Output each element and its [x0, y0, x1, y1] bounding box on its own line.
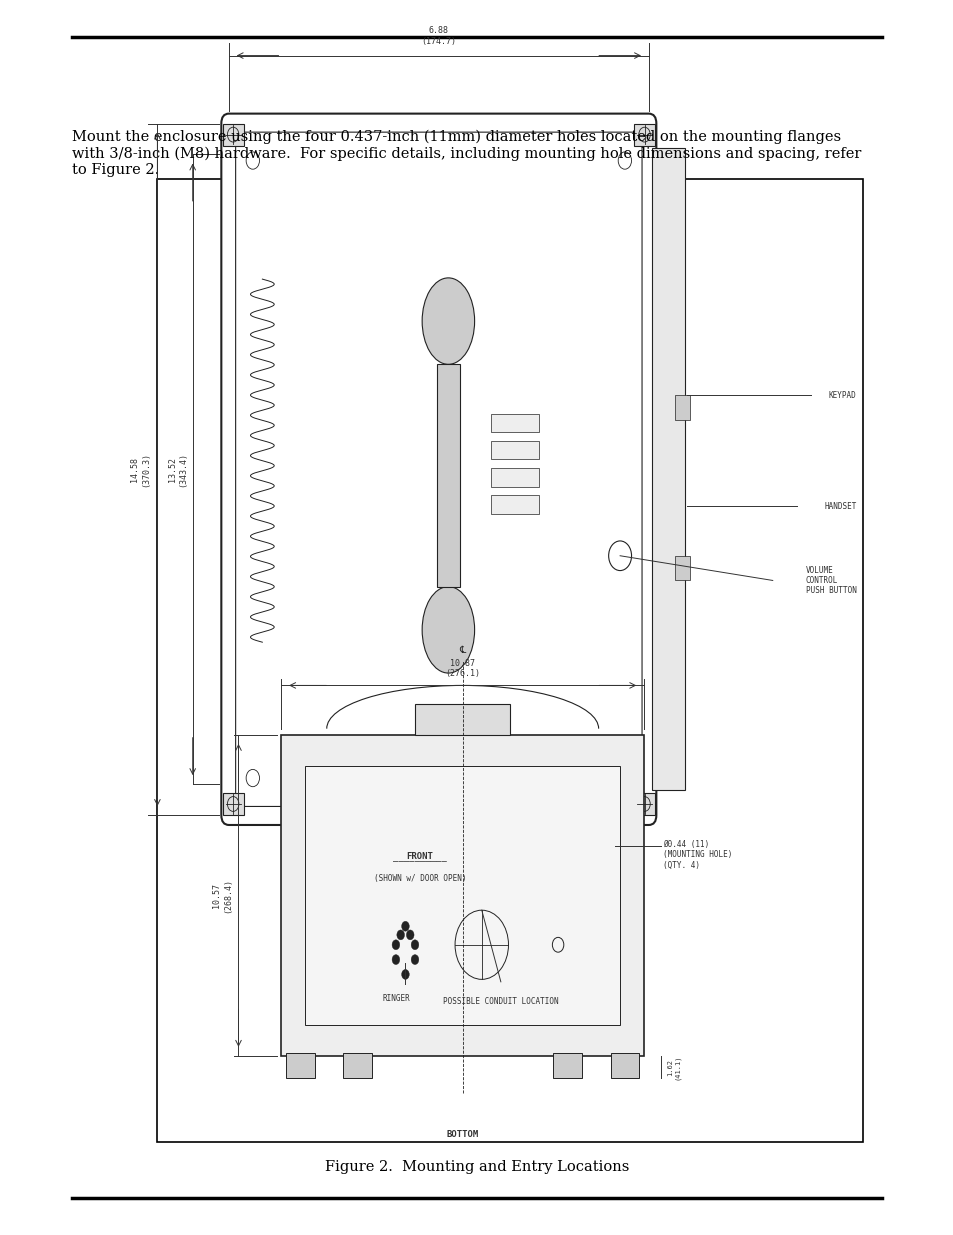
Bar	[610, 1053, 639, 1078]
Circle shape	[411, 940, 418, 950]
Bar	[281, 735, 643, 1056]
Text: 10.57
(268.4): 10.57 (268.4)	[213, 878, 232, 913]
Text: KEYPAD: KEYPAD	[828, 390, 856, 400]
Bar	[222, 124, 243, 146]
Circle shape	[406, 930, 414, 940]
Bar	[286, 1053, 314, 1078]
Bar	[305, 766, 619, 1025]
Text: FRONT: FRONT	[406, 852, 433, 861]
Circle shape	[396, 930, 404, 940]
Bar	[222, 793, 243, 815]
Bar	[436, 364, 459, 587]
Text: 10.87
(276.1): 10.87 (276.1)	[445, 658, 479, 678]
Bar	[651, 148, 684, 790]
Text: Mount the enclosure using the four 0.437-inch (11mm) diameter holes located on t: Mount the enclosure using the four 0.437…	[71, 130, 860, 177]
Text: (SHOWN w/ DOOR OPEN): (SHOWN w/ DOOR OPEN)	[374, 874, 465, 883]
Text: ℄: ℄	[459, 645, 465, 655]
Bar	[553, 1053, 581, 1078]
Ellipse shape	[421, 587, 475, 673]
Text: 13.52
(343.4): 13.52 (343.4)	[168, 452, 187, 487]
Text: BOTTOM: BOTTOM	[446, 1130, 478, 1139]
Bar	[491, 414, 538, 432]
Circle shape	[392, 955, 399, 965]
Circle shape	[401, 969, 409, 979]
Bar	[415, 704, 510, 735]
Bar	[491, 495, 538, 514]
Bar	[675, 556, 689, 580]
Circle shape	[392, 940, 399, 950]
Text: __________: __________	[393, 853, 446, 862]
Bar	[343, 1053, 372, 1078]
Text: 6.88
(174.7): 6.88 (174.7)	[421, 26, 456, 46]
Bar	[634, 124, 655, 146]
Bar	[157, 179, 862, 1142]
FancyBboxPatch shape	[221, 114, 656, 825]
Text: 1.62
(41.1): 1.62 (41.1)	[666, 1055, 679, 1079]
Bar	[491, 441, 538, 459]
Text: HANDSET: HANDSET	[823, 501, 856, 511]
Bar	[634, 793, 655, 815]
Ellipse shape	[421, 278, 475, 364]
Text: VOLUME
CONTROL
PUSH BUTTON: VOLUME CONTROL PUSH BUTTON	[805, 566, 856, 595]
Circle shape	[401, 921, 409, 931]
Text: Figure 2.  Mounting and Entry Locations: Figure 2. Mounting and Entry Locations	[324, 1160, 629, 1174]
Circle shape	[411, 955, 418, 965]
Text: 14.58
(370.3): 14.58 (370.3)	[131, 452, 150, 487]
FancyBboxPatch shape	[235, 132, 641, 806]
Bar	[675, 395, 689, 420]
Bar	[491, 468, 538, 487]
Text: Ø0.44 (11)
(MOUNTING HOLE)
(QTY. 4): Ø0.44 (11) (MOUNTING HOLE) (QTY. 4)	[662, 840, 732, 869]
Text: POSSIBLE CONDUIT LOCATION: POSSIBLE CONDUIT LOCATION	[442, 997, 558, 1005]
Text: RINGER: RINGER	[381, 994, 410, 1003]
